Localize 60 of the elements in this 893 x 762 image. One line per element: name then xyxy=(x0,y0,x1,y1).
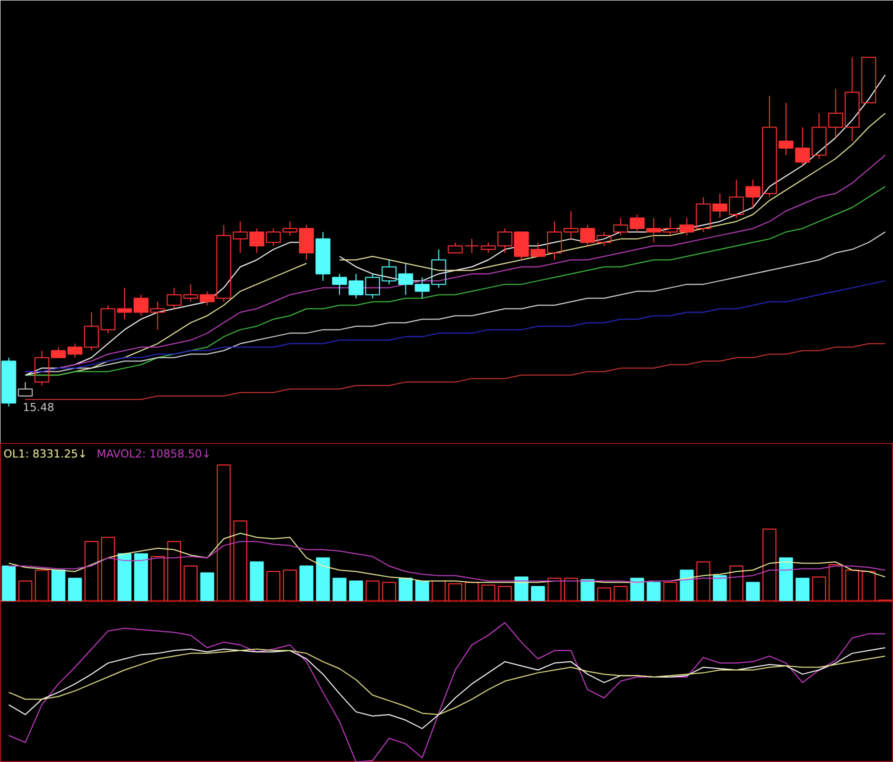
candlestick xyxy=(414,276,430,299)
bar xyxy=(167,540,182,601)
bar xyxy=(448,583,462,601)
bar xyxy=(531,586,545,601)
bar xyxy=(845,570,860,601)
bar xyxy=(101,536,115,601)
bar xyxy=(663,582,678,601)
bar xyxy=(614,586,628,601)
bar xyxy=(498,586,512,601)
bar xyxy=(680,570,694,601)
bar xyxy=(233,520,248,601)
text: OL1: 8331.25↓ xyxy=(4,448,88,460)
bar xyxy=(580,579,595,601)
bar xyxy=(564,578,578,601)
bar xyxy=(299,566,314,601)
bar xyxy=(712,575,727,601)
bar xyxy=(282,570,297,601)
candlestick xyxy=(232,220,248,254)
bar xyxy=(762,528,776,601)
bar xyxy=(796,578,810,601)
bar xyxy=(349,580,363,601)
text: MAVOL2: 10858.50↓ xyxy=(96,448,212,460)
bar xyxy=(150,556,165,601)
candlestick xyxy=(316,231,330,282)
bar xyxy=(481,584,496,601)
bar xyxy=(51,570,66,601)
bar xyxy=(382,582,396,601)
bar xyxy=(118,553,132,601)
bar xyxy=(696,561,710,601)
bar xyxy=(630,578,644,601)
bar xyxy=(398,578,413,601)
bar xyxy=(366,580,380,601)
bar xyxy=(828,564,843,601)
bar xyxy=(216,464,231,601)
bar xyxy=(316,557,330,601)
bar xyxy=(34,570,49,601)
bar xyxy=(746,582,760,601)
bar xyxy=(266,570,280,601)
bar xyxy=(18,580,32,601)
bar xyxy=(250,561,264,601)
annotation: 15.48 xyxy=(22,400,54,414)
bar xyxy=(597,587,612,601)
bar xyxy=(2,566,16,601)
bar xyxy=(862,570,876,601)
bar xyxy=(729,566,744,601)
bar xyxy=(464,582,479,601)
bar xyxy=(134,553,148,601)
bar xyxy=(184,566,198,601)
bar xyxy=(548,578,562,601)
bar xyxy=(415,580,430,601)
bar xyxy=(68,578,82,601)
bar xyxy=(812,576,826,601)
bar xyxy=(646,582,661,601)
bar xyxy=(200,572,214,601)
candlestick xyxy=(464,238,480,254)
bar xyxy=(514,576,528,601)
bar xyxy=(84,540,98,601)
bar xyxy=(779,557,793,601)
bar xyxy=(332,578,346,601)
candlestick xyxy=(646,217,662,243)
